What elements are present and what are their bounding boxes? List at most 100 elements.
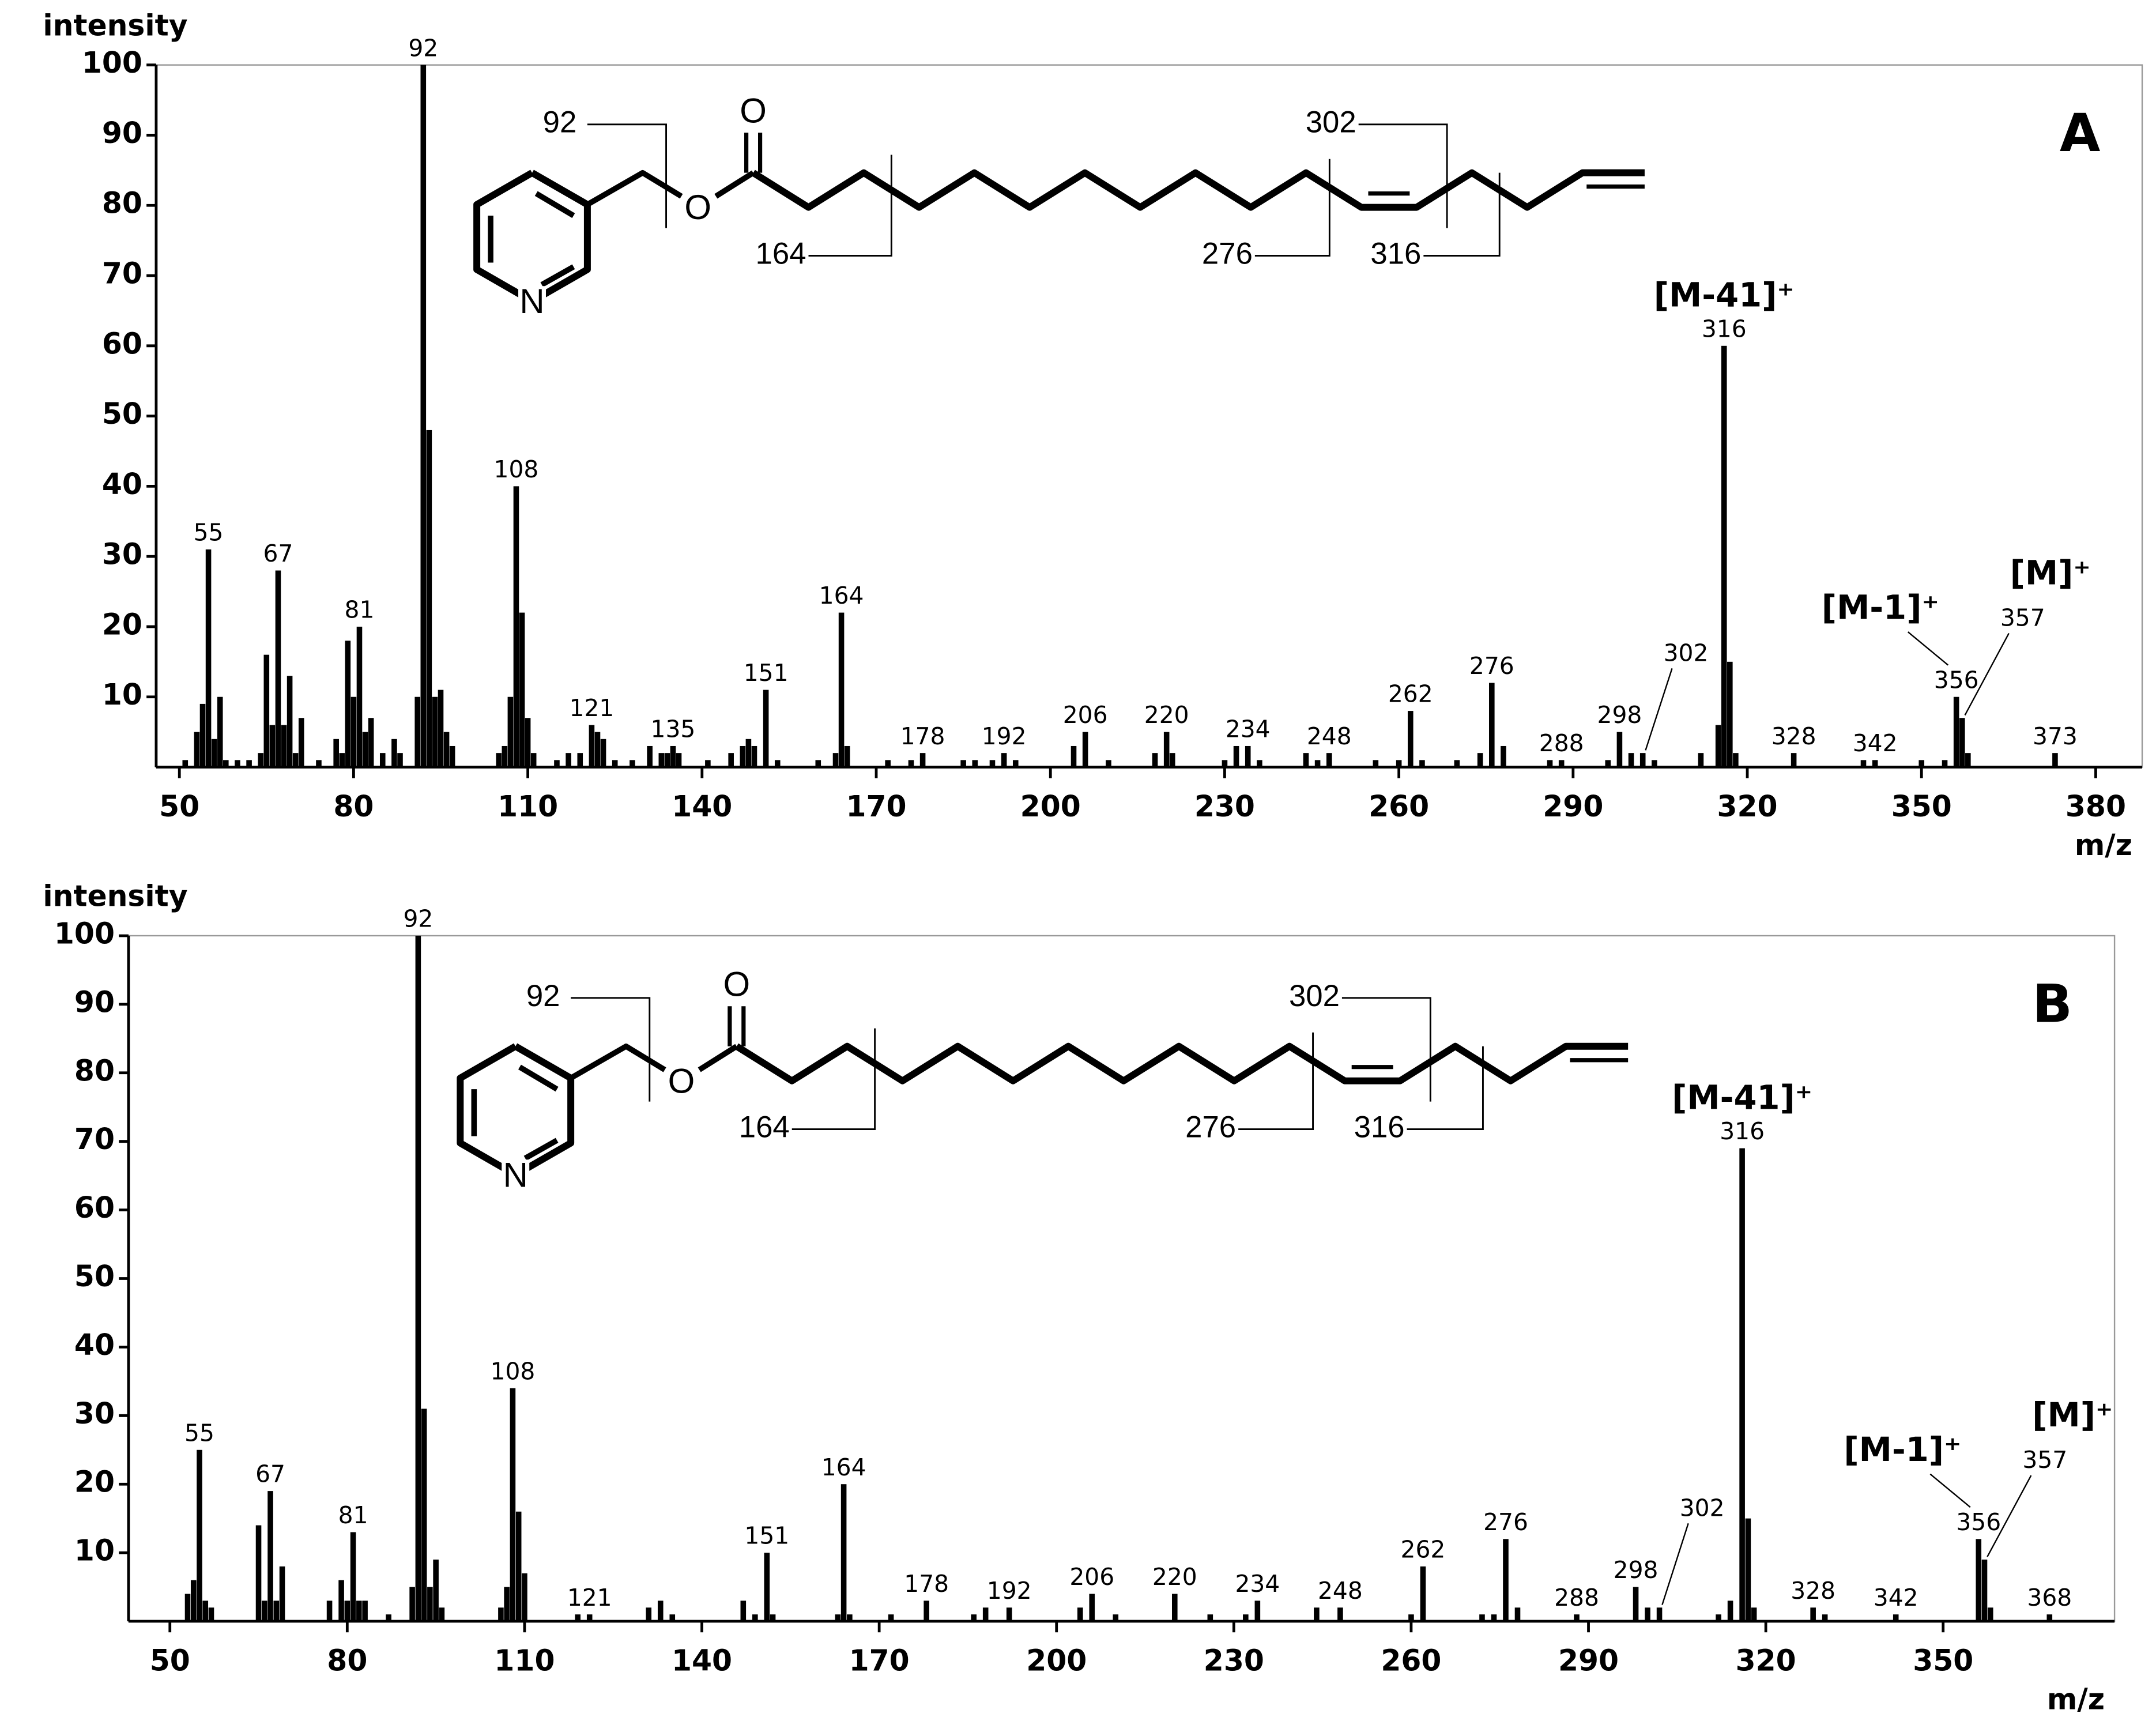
cleavage-line bbox=[1407, 1046, 1484, 1131]
peak-bar bbox=[275, 570, 281, 767]
peak-bar bbox=[1616, 732, 1623, 767]
peak-label: 81 bbox=[345, 596, 375, 624]
peak-bar bbox=[1656, 1607, 1663, 1622]
peak-label: 342 bbox=[1874, 1584, 1918, 1611]
peak-bar bbox=[519, 612, 525, 767]
structure: 92 164 276 302 316 O O N bbox=[457, 965, 1629, 1196]
x-tick-label: 260 bbox=[1381, 1643, 1441, 1677]
x-tick-label: 320 bbox=[1736, 1643, 1796, 1677]
peak-bar bbox=[205, 549, 212, 767]
peak-label: 121 bbox=[570, 694, 615, 722]
peak-bar bbox=[356, 1601, 362, 1622]
y-tick-label: 20 bbox=[102, 607, 142, 641]
peak-bar bbox=[438, 690, 444, 767]
peak-bar bbox=[449, 745, 455, 767]
peak-bar bbox=[246, 760, 252, 767]
peak-bar bbox=[740, 745, 746, 767]
peak-bar bbox=[298, 718, 304, 767]
peak-bar bbox=[333, 739, 339, 767]
peak-bar bbox=[1489, 683, 1495, 767]
chain bbox=[734, 1042, 1629, 1084]
peak-bar bbox=[235, 760, 240, 767]
peak-bar bbox=[368, 718, 374, 767]
peak-bar bbox=[513, 486, 519, 767]
cleavage-line bbox=[1341, 997, 1431, 1102]
peak-bar bbox=[515, 1511, 522, 1622]
peak-bar bbox=[362, 1601, 368, 1622]
atom-bg bbox=[722, 969, 751, 1005]
peak-bar bbox=[647, 745, 653, 767]
peak-bar bbox=[184, 1594, 191, 1622]
peak-bar bbox=[362, 732, 368, 767]
peak-bar bbox=[1163, 732, 1170, 767]
peak-bar bbox=[1715, 725, 1721, 767]
peak-label: 92 bbox=[408, 34, 438, 62]
peak-bar bbox=[972, 760, 978, 767]
peak-bar bbox=[217, 696, 223, 767]
peak-label: 67 bbox=[263, 540, 293, 567]
peak-bar bbox=[705, 760, 711, 767]
peak-label: 108 bbox=[491, 1357, 536, 1385]
peak-bar bbox=[669, 1614, 676, 1622]
peak-bar bbox=[287, 676, 293, 767]
peak-bar bbox=[379, 753, 386, 767]
x-tick-label: 50 bbox=[150, 1643, 190, 1677]
peak-bar bbox=[194, 732, 200, 767]
peak-bar bbox=[832, 753, 839, 767]
peak-bar bbox=[1420, 1566, 1426, 1622]
peak-bar bbox=[1918, 760, 1925, 767]
y-tick-label: 60 bbox=[102, 326, 142, 360]
peak-bar bbox=[414, 696, 421, 767]
peak-bar bbox=[919, 753, 926, 767]
y-tick-label: 100 bbox=[82, 46, 142, 80]
peak-bar bbox=[427, 1587, 433, 1622]
panel-label: A bbox=[2060, 103, 2101, 164]
peak-bar bbox=[443, 732, 450, 767]
peak-bar bbox=[432, 696, 438, 767]
peak-label: 302 bbox=[1680, 1494, 1725, 1522]
cleavage-line bbox=[571, 997, 651, 1102]
peak-label: 220 bbox=[1152, 1563, 1197, 1591]
peak-bar bbox=[1721, 345, 1727, 767]
peak-label: 178 bbox=[900, 722, 945, 750]
peak-bar bbox=[1872, 760, 1878, 767]
peak-bar bbox=[1745, 1518, 1751, 1622]
peak-label: 81 bbox=[338, 1501, 368, 1529]
cleavage-line bbox=[1358, 123, 1448, 228]
peak-bar bbox=[1547, 760, 1553, 767]
peak-bar bbox=[1698, 753, 1704, 767]
y-tick-label: 100 bbox=[54, 916, 115, 950]
peak-label: 55 bbox=[194, 519, 224, 547]
peak-bar bbox=[267, 1491, 273, 1622]
peak-label: 276 bbox=[1469, 652, 1514, 680]
peak-bar bbox=[566, 753, 571, 767]
peak-bar bbox=[1113, 1614, 1119, 1622]
leader-line bbox=[1661, 1523, 1689, 1605]
peak-bar bbox=[1739, 1148, 1745, 1622]
cleavage-line bbox=[587, 123, 668, 228]
fragment-label: 316 bbox=[1370, 236, 1421, 270]
peak-bar bbox=[1254, 1601, 1261, 1622]
peak-bar bbox=[1396, 760, 1402, 767]
peak-label: 316 bbox=[1720, 1117, 1765, 1145]
atom-label: O bbox=[684, 188, 711, 227]
peak-bar bbox=[273, 1601, 280, 1622]
peak-bar bbox=[1082, 732, 1088, 767]
x-tick-label: 110 bbox=[497, 789, 558, 823]
peak-label: 206 bbox=[1069, 1563, 1114, 1591]
peak-bar bbox=[1652, 760, 1657, 767]
annotation: [M-1]⁺ bbox=[1822, 588, 1939, 627]
peak-bar bbox=[1222, 760, 1228, 767]
peak-bar bbox=[1558, 760, 1565, 767]
peak-bar bbox=[1959, 718, 1965, 767]
atom-bg bbox=[684, 192, 712, 228]
peak-bar bbox=[1628, 753, 1634, 767]
y-tick-label: 50 bbox=[102, 397, 142, 431]
peak-bar bbox=[1106, 760, 1111, 767]
chain bbox=[698, 1044, 738, 1072]
peak-bar bbox=[1822, 1614, 1828, 1622]
annotation: [M]⁺ bbox=[2010, 553, 2091, 592]
peak-bar bbox=[350, 696, 357, 767]
peak-bar bbox=[1633, 1587, 1639, 1622]
peak-bar bbox=[612, 760, 618, 767]
